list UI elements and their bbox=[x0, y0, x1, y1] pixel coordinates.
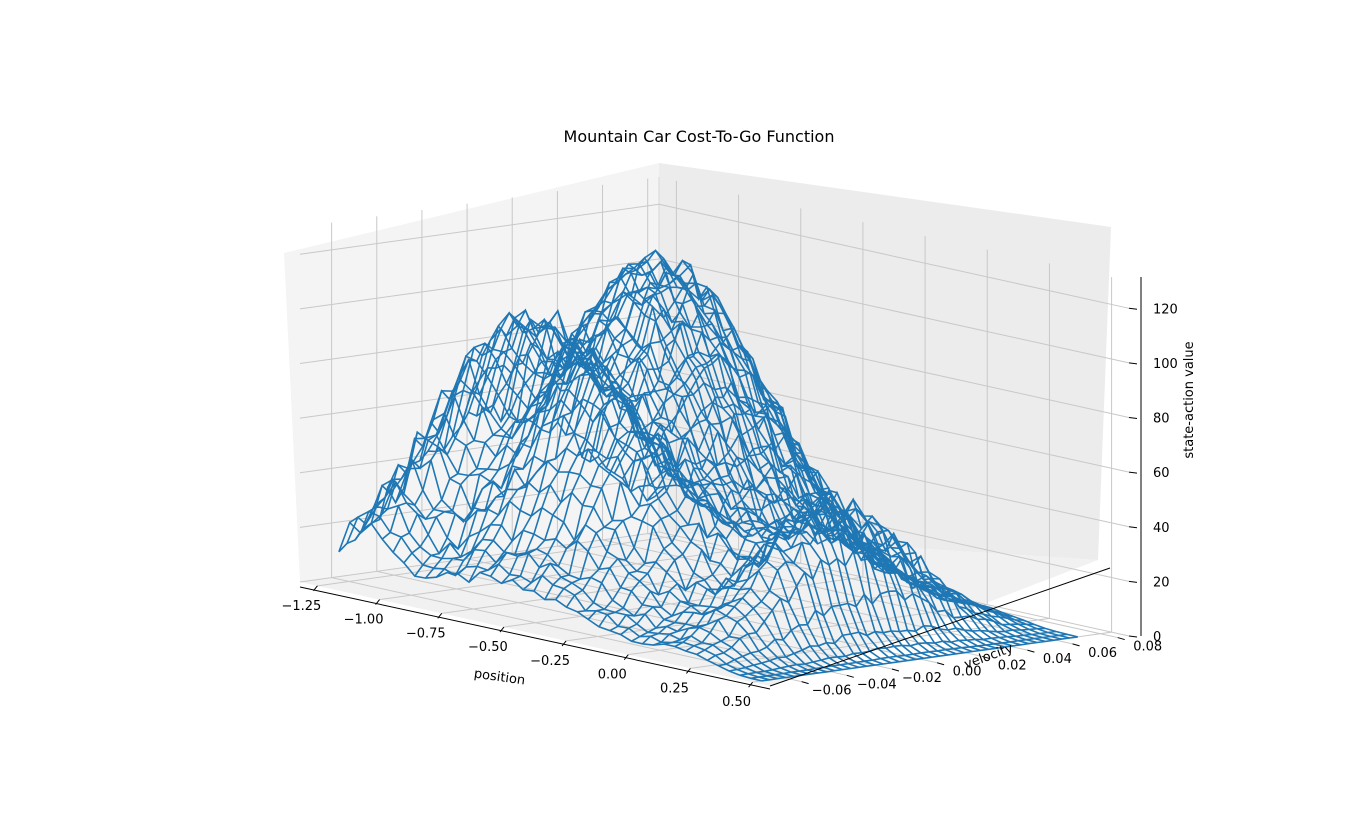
x-tick-label: −1.25 bbox=[281, 599, 321, 614]
x-tick-label: −1.00 bbox=[344, 613, 384, 628]
z-tick-label: 120 bbox=[1153, 302, 1178, 317]
z-tick-mark bbox=[1128, 417, 1138, 420]
surface-line-position bbox=[411, 412, 835, 672]
y-tick-mark bbox=[891, 668, 900, 672]
y-axis-line bbox=[769, 567, 1111, 687]
axes: −1.25 −1.00 −0.75 −0.50 −0.25 0.00 0.25 0.50 −0.… bbox=[281, 277, 1178, 710]
y-tick-mark bbox=[982, 655, 990, 659]
y-tick-label: 0.02 bbox=[998, 658, 1027, 673]
pane-back-right bbox=[659, 163, 1111, 560]
surface-line-position bbox=[638, 451, 1062, 640]
x-tick-label: −0.50 bbox=[468, 640, 508, 655]
surface-line-position bbox=[378, 457, 803, 676]
surface-line-velocity bbox=[718, 590, 1035, 667]
z-tick-label: 80 bbox=[1153, 412, 1170, 427]
z-tick-mark bbox=[1128, 307, 1138, 310]
surface-line-position bbox=[427, 373, 852, 670]
z-grid-line bbox=[299, 422, 1130, 528]
surface-line-velocity bbox=[500, 249, 819, 584]
y-tick-label: 0.04 bbox=[1043, 652, 1072, 667]
surface-line-position bbox=[346, 510, 770, 681]
surface-line-position bbox=[597, 398, 1022, 646]
surface-line-position bbox=[354, 504, 778, 680]
surface-line-position bbox=[516, 263, 941, 657]
y-tick-mark bbox=[846, 674, 854, 678]
x-tick-mark bbox=[499, 626, 505, 633]
surface-line-position bbox=[370, 478, 795, 678]
surface-line-position bbox=[386, 458, 811, 675]
surface-line-velocity bbox=[468, 267, 786, 583]
y-tick-label: −0.06 bbox=[812, 684, 852, 699]
y-tick-label: −0.04 bbox=[857, 677, 897, 692]
surface-line-position bbox=[402, 433, 827, 673]
y-tick-mark bbox=[1117, 637, 1125, 641]
y-tick-label: −0.02 bbox=[902, 671, 942, 686]
surface-line-position bbox=[435, 357, 860, 669]
x-tick-label: 0.25 bbox=[660, 681, 689, 696]
z-axis-label: state-action value bbox=[1182, 341, 1197, 458]
z-tick-label: 20 bbox=[1153, 575, 1170, 590]
x-tick-label: 0.00 bbox=[598, 668, 627, 683]
z-tick-mark bbox=[1128, 526, 1138, 529]
z-tick-mark bbox=[1128, 635, 1138, 638]
z-tick-mark bbox=[1128, 362, 1138, 365]
z-tick-mark bbox=[1128, 580, 1138, 583]
z-grid-line bbox=[299, 203, 1130, 309]
z-tick-mark bbox=[1128, 471, 1138, 474]
surface-line-velocity bbox=[761, 636, 1078, 682]
surface-line-position bbox=[394, 430, 819, 674]
surface-line-velocity bbox=[403, 348, 721, 564]
surface-line-velocity bbox=[447, 309, 764, 577]
z-tick-label: 0 bbox=[1153, 630, 1161, 645]
x-tick-label: −0.75 bbox=[406, 626, 446, 641]
surface-line-position bbox=[605, 430, 1030, 645]
pane-back-left bbox=[284, 163, 659, 582]
z-tick-label: 40 bbox=[1153, 521, 1170, 536]
z-grid-line bbox=[299, 258, 1130, 364]
x-tick-mark bbox=[623, 654, 629, 660]
y-tick-label: 0.06 bbox=[1088, 646, 1117, 661]
z-tick-label: 100 bbox=[1153, 357, 1178, 372]
surface-line-position bbox=[338, 521, 762, 682]
x-tick-label: 0.50 bbox=[722, 695, 751, 710]
surface-line-position bbox=[581, 397, 1006, 648]
surface-line-position bbox=[500, 257, 924, 660]
surface-line-position bbox=[451, 314, 876, 666]
chart-title: Mountain Car Cost-To-Go Function bbox=[564, 127, 835, 146]
x-tick-mark bbox=[561, 640, 567, 647]
surface-wireframe bbox=[338, 249, 1078, 682]
y-tick-mark bbox=[936, 662, 945, 666]
x-axis-label: position bbox=[473, 667, 526, 689]
y-tick-mark bbox=[801, 681, 809, 685]
surface-line-velocity bbox=[511, 259, 829, 581]
surface-line-position bbox=[362, 480, 787, 679]
surface-line-position bbox=[646, 468, 1070, 639]
surface-line-velocity bbox=[728, 624, 1046, 672]
surface-line-position bbox=[613, 430, 1038, 644]
y-tick-label: 0.00 bbox=[953, 665, 982, 680]
y-tick-label: 0.08 bbox=[1133, 640, 1162, 655]
surface-line-position bbox=[419, 389, 843, 671]
x-tick-label: −0.25 bbox=[530, 654, 570, 669]
surface-line-velocity bbox=[750, 633, 1068, 680]
y-tick-mark bbox=[1072, 643, 1080, 647]
y-tick-mark bbox=[1027, 649, 1035, 653]
surface-line-position bbox=[443, 326, 868, 667]
z-tick-label: 60 bbox=[1153, 466, 1170, 481]
surface-line-position bbox=[532, 282, 957, 655]
surface-line-position bbox=[467, 275, 892, 664]
x-axis-line bbox=[299, 586, 771, 690]
surface-line-position bbox=[654, 482, 1078, 638]
surface-line-velocity bbox=[739, 630, 1057, 676]
